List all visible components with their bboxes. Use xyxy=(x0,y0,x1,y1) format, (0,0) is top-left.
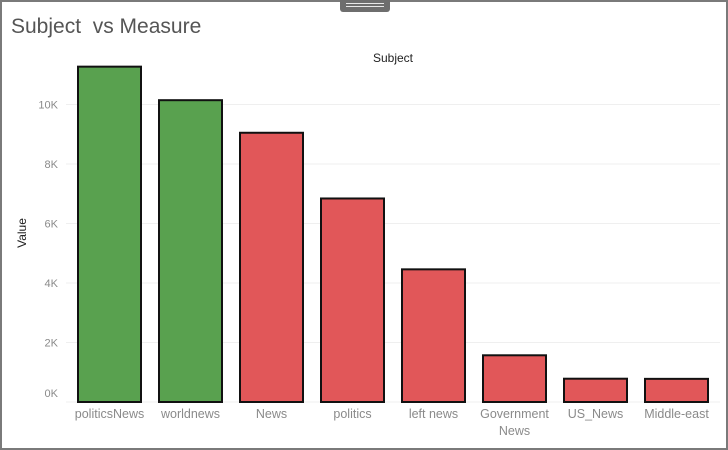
y-tick-label: 4K xyxy=(45,278,59,290)
drag-handle[interactable] xyxy=(340,0,390,12)
x-tick-label: News xyxy=(256,407,287,421)
bar xyxy=(77,65,142,404)
chart-title: Subject vs Measure xyxy=(11,15,202,38)
x-tick-label: worldnews xyxy=(160,407,220,421)
bar xyxy=(482,354,547,404)
x-axis-labels: politicsNews worldnews News politics left ne… xyxy=(75,407,710,438)
y-tick-label: 10K xyxy=(38,100,58,112)
y-tick-label: 2K xyxy=(45,338,59,350)
y-tick-label: 8K xyxy=(45,159,59,171)
x-tick-label: left news xyxy=(409,407,458,421)
bar xyxy=(563,377,628,403)
bar xyxy=(158,99,223,403)
bar xyxy=(320,197,385,403)
y-tick-label: 6K xyxy=(45,219,59,231)
bars xyxy=(77,65,709,404)
grip-line-icon xyxy=(346,3,384,4)
x-tick-label: US_News xyxy=(568,407,624,421)
y-axis-ticks: 0K 2K 4K 6K 8K 10K xyxy=(38,100,58,401)
x-tick-label: Government News xyxy=(480,407,549,438)
bar xyxy=(401,268,466,403)
grip-line-icon xyxy=(346,6,384,7)
bar xyxy=(239,131,304,403)
y-axis-title: Value xyxy=(15,218,29,248)
x-tick-label: Middle-east xyxy=(644,407,709,421)
column-header: Subject xyxy=(373,51,414,65)
x-tick-label: politics xyxy=(333,407,371,421)
y-tick-label: 0K xyxy=(45,388,59,400)
x-tick-label: politicsNews xyxy=(75,407,144,421)
bar xyxy=(644,377,709,403)
